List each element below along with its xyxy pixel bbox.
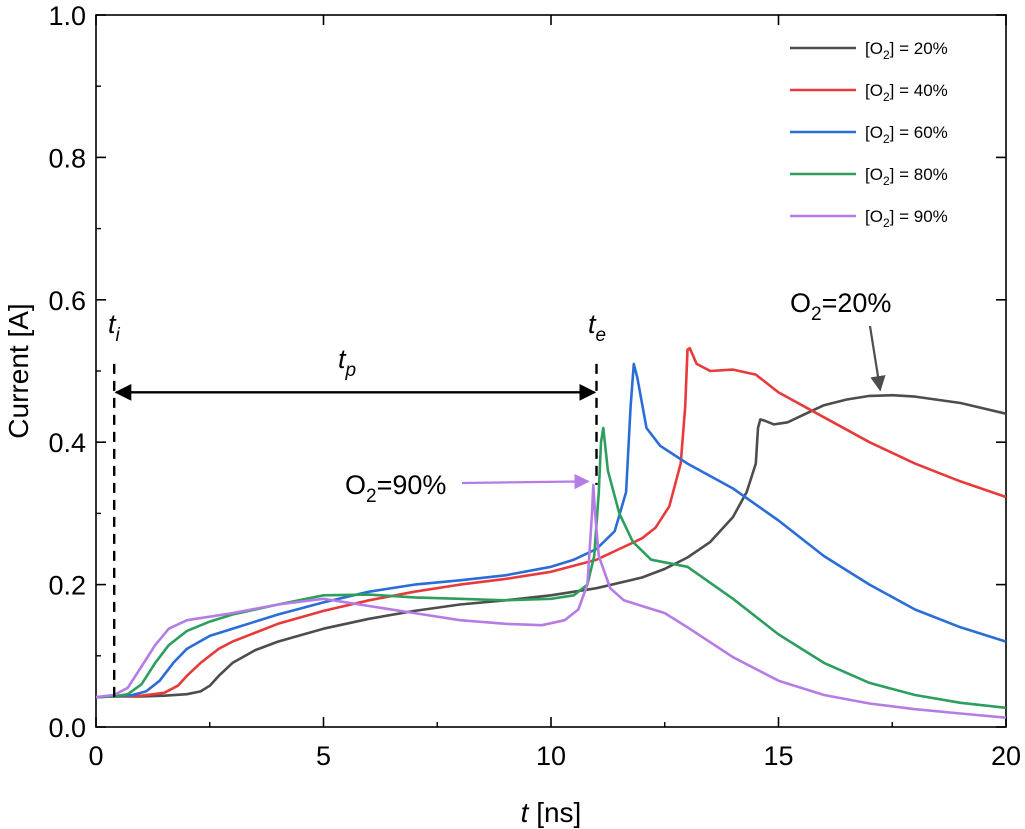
- legend-label-0: [O2] = 20%: [865, 39, 948, 62]
- x-axis-title: t [ns]: [521, 797, 582, 828]
- o2-20-label-rest: =20%: [822, 288, 892, 318]
- legend-label-sub: 2: [883, 216, 890, 230]
- legend-label-2: [O2] = 60%: [865, 123, 948, 146]
- t-i-label: ti: [108, 309, 121, 346]
- axes: 0 5 10 15 20 0.0 0.2 0.4 0.6 0.8 1.0 t [ns] Current …: [3, 1, 1021, 828]
- legend-label-sub: 2: [883, 174, 890, 188]
- x-tick-label: 20: [991, 741, 1021, 771]
- legend: [O2] = 20%[O2] = 40%[O2] = 60%[O2] = 80%…: [790, 39, 948, 230]
- legend-label-sub: 2: [883, 132, 890, 146]
- o2-20-label-sub: 2: [811, 304, 822, 325]
- y-tick-label: 0.6: [48, 286, 86, 316]
- legend-label-main: [O: [865, 81, 883, 100]
- o2-90-arrow: [461, 473, 590, 490]
- t-e-label-sub: e: [596, 325, 607, 346]
- x-axis-variable: t: [521, 797, 530, 828]
- t-i-label-sub: i: [116, 325, 121, 346]
- series-line-4: [96, 483, 1006, 719]
- legend-label-rest: ] = 90%: [890, 207, 948, 226]
- legend-label-rest: ] = 80%: [890, 165, 948, 184]
- series-line-0: [96, 393, 1006, 699]
- t-p-label-var: t: [338, 344, 347, 374]
- y-tick-label: 0.0: [48, 713, 86, 743]
- o2-90-label-sub: 2: [366, 486, 377, 507]
- o2-90-label-rest: =90%: [377, 470, 447, 500]
- t-e-label-var: t: [588, 309, 597, 339]
- x-tick-label: 10: [536, 741, 566, 771]
- legend-label-main: [O: [865, 39, 883, 58]
- o2-20-label: O2=20%: [790, 288, 891, 325]
- legend-label-rest: ] = 60%: [890, 123, 948, 142]
- series-layer: [96, 346, 1006, 719]
- x-tick-label: 15: [763, 741, 793, 771]
- legend-label-sub: 2: [883, 48, 890, 62]
- legend-label-rest: ] = 20%: [890, 39, 948, 58]
- legend-label-rest: ] = 40%: [890, 81, 948, 100]
- legend-label-4: [O2] = 90%: [865, 207, 948, 230]
- legend-label-main: [O: [865, 123, 883, 142]
- x-axis-unit: [ns]: [528, 797, 581, 828]
- t-e-label: te: [588, 309, 606, 346]
- y-axis-title: Current [A]: [3, 303, 34, 438]
- x-tick-label: 0: [88, 741, 103, 771]
- series-line-2: [96, 362, 1006, 699]
- y-tick-label: 0.4: [48, 428, 86, 458]
- legend-label-main: [O: [865, 207, 883, 226]
- y-tick-label: 1.0: [48, 1, 86, 31]
- t-p-label: tp: [338, 344, 356, 381]
- legend-label-sub: 2: [883, 90, 890, 104]
- x-tick-label: 5: [316, 741, 331, 771]
- legend-label-3: [O2] = 80%: [865, 165, 948, 188]
- o2-90-label: O2=90%: [345, 470, 446, 507]
- o2-20-label-main: O: [790, 288, 811, 318]
- y-tick-label: 0.8: [48, 143, 86, 173]
- legend-label-main: [O: [865, 165, 883, 184]
- plot-frame: [95, 14, 1007, 728]
- series-line-1: [96, 346, 1006, 699]
- y-tick-label: 0.2: [48, 571, 86, 601]
- legend-label-1: [O2] = 40%: [865, 81, 948, 104]
- series-line-3: [96, 426, 1006, 710]
- t-i-label-var: t: [108, 309, 117, 339]
- o2-90-label-main: O: [345, 470, 366, 500]
- t-p-label-sub: p: [345, 360, 357, 381]
- o2-20-arrow: [868, 325, 886, 392]
